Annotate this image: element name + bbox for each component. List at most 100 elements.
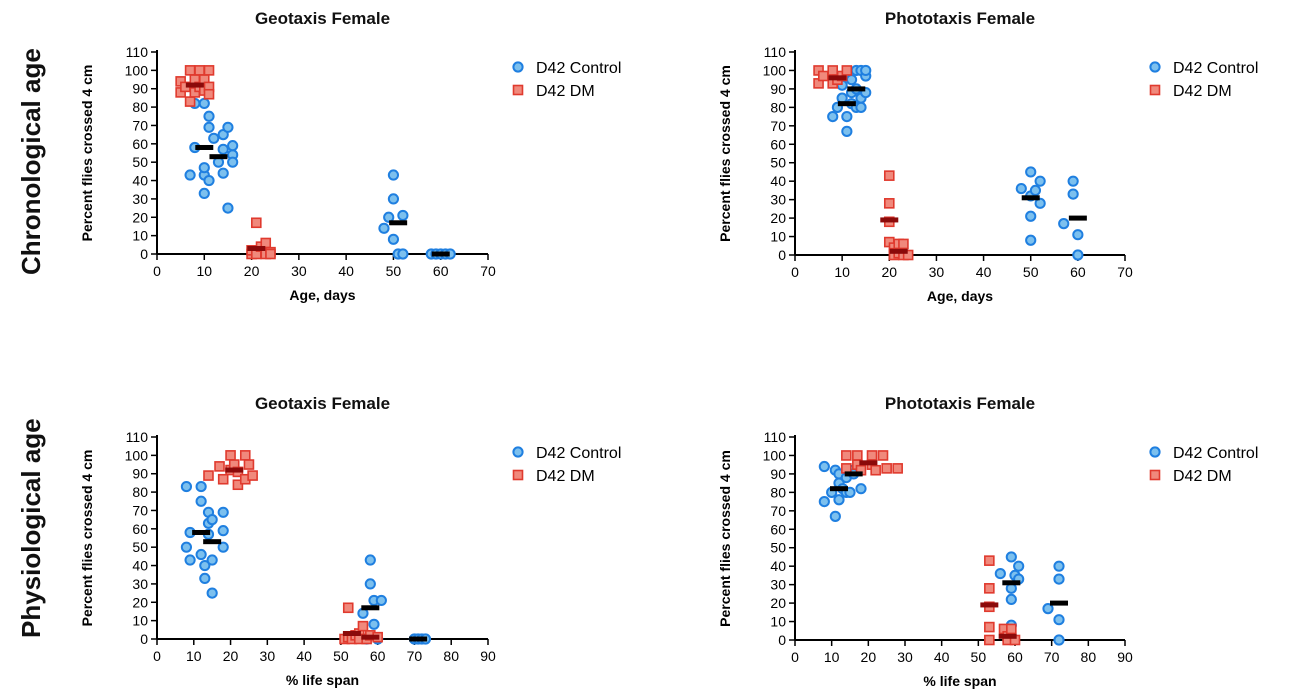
y-tick-label: 0 (778, 247, 786, 263)
y-tick-label: 60 (132, 136, 148, 152)
control-point (195, 480, 207, 493)
y-tick-label: 0 (778, 632, 786, 648)
x-tick-label: 20 (223, 648, 239, 664)
chart-panel-3: Geotaxis Female0102030405060708090100110… (79, 394, 621, 688)
legend-label: D42 DM (536, 83, 595, 100)
dm-median-bar (880, 217, 899, 223)
control-point (208, 132, 220, 144)
control-point (855, 483, 867, 495)
dm-point (1006, 623, 1017, 635)
dm-median-bar (859, 460, 878, 466)
control-point (1053, 614, 1065, 626)
control-point (841, 125, 853, 137)
x-tick-label: 20 (881, 264, 897, 280)
chart-panel-2: Phototaxis Female01020304050607080901001… (717, 9, 1258, 304)
y-tick-label: 10 (132, 613, 148, 629)
dm-point (251, 217, 262, 229)
dm-point (194, 65, 205, 76)
control-point (184, 554, 196, 566)
control-point (1072, 229, 1084, 241)
x-tick-label: 30 (897, 649, 913, 665)
control-point (206, 514, 218, 526)
y-tick-label: 110 (126, 429, 149, 445)
control-point (829, 510, 841, 522)
control-point (195, 548, 207, 561)
y-tick-label: 60 (770, 521, 786, 537)
y-tick-label: 20 (132, 594, 148, 610)
control-median-bar (195, 144, 214, 150)
control-point (1034, 197, 1046, 209)
control-point (364, 578, 376, 590)
dm-point (898, 238, 909, 250)
x-tick-label: 0 (791, 264, 799, 280)
control-point (184, 169, 196, 181)
control-point (1053, 560, 1065, 572)
dm-point (265, 248, 276, 260)
control-point (1067, 175, 1079, 187)
row-label-chronological: Chronological age (16, 48, 46, 275)
control-point (818, 460, 830, 473)
dm-median-bar (828, 75, 847, 81)
dm-point (225, 450, 236, 461)
y-tick-label: 100 (763, 62, 787, 78)
dm-point (184, 65, 196, 76)
dm-point (902, 249, 914, 261)
control-point (217, 541, 229, 553)
x-tick-label: 70 (407, 648, 423, 664)
dm-point (827, 65, 839, 76)
control-point (1025, 234, 1037, 246)
control-point (222, 121, 234, 133)
control-point (217, 143, 229, 155)
x-axis-label: Age, days (927, 288, 993, 304)
dm-point (852, 450, 863, 461)
chart-title: Geotaxis Female (255, 9, 390, 28)
control-point (203, 174, 215, 187)
dm-point (984, 555, 995, 566)
control-median-bar (1021, 195, 1040, 201)
dm-point (247, 470, 258, 481)
control-point (845, 74, 858, 86)
control-point (1025, 210, 1037, 222)
y-tick-label: 10 (770, 614, 786, 630)
control-median-bar (209, 154, 228, 160)
legend-label: D42 Control (536, 60, 621, 77)
control-point (203, 110, 215, 122)
control-point (199, 559, 211, 572)
x-tick-label: 50 (333, 648, 349, 664)
y-tick-label: 0 (140, 631, 148, 647)
dm-median-bar (998, 633, 1017, 639)
control-point (222, 202, 234, 214)
dm-point (892, 463, 903, 474)
control-point (1013, 560, 1025, 572)
x-tick-label: 40 (296, 648, 312, 664)
dm-point (817, 70, 829, 82)
control-point (378, 222, 390, 234)
dm-point (881, 463, 892, 474)
y-tick-label: 40 (132, 558, 148, 574)
control-median-bar (847, 86, 866, 92)
legend-marker-dm (1149, 84, 1161, 96)
control-point (217, 525, 229, 537)
legend-marker-dm (512, 469, 524, 481)
y-tick-label: 110 (764, 44, 787, 60)
x-tick-label: 90 (480, 648, 496, 664)
y-tick-label: 70 (770, 503, 786, 519)
control-point (1034, 175, 1046, 187)
legend-marker-control (1149, 446, 1161, 458)
x-tick-label: 10 (196, 263, 212, 279)
x-tick-label: 20 (244, 263, 260, 279)
x-tick-label: 10 (824, 649, 840, 665)
row-label-physiological: Physiological age (16, 418, 46, 638)
dm-median-bar (361, 634, 380, 640)
control-point (206, 554, 218, 566)
dm-point (984, 634, 995, 646)
x-tick-label: 40 (934, 649, 950, 665)
dm-point (214, 461, 225, 472)
y-axis-label: Percent flies crossed 4 cm (717, 450, 733, 627)
x-tick-label: 40 (338, 263, 354, 279)
y-axis-label: Percent flies crossed 4 cm (79, 65, 95, 242)
control-point (1029, 184, 1042, 197)
y-tick-label: 30 (770, 192, 786, 208)
legend-label: D42 DM (536, 468, 595, 485)
y-tick-label: 30 (132, 191, 148, 207)
